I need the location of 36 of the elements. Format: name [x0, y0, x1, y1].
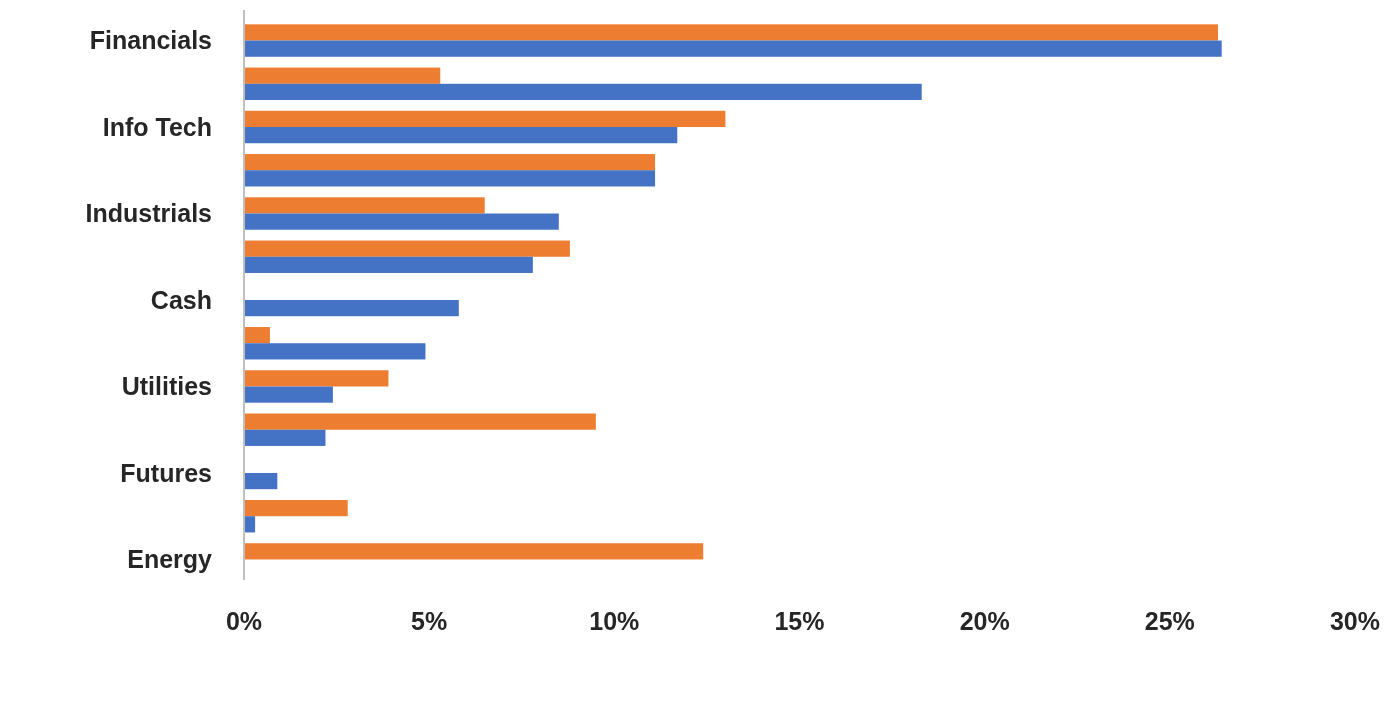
- y-tick-label: Utilities: [121, 372, 212, 401]
- bar: [244, 300, 459, 317]
- bar: [244, 370, 389, 387]
- bar: [244, 543, 704, 560]
- bar: [244, 256, 533, 273]
- bar: [244, 213, 559, 230]
- bar: [244, 154, 656, 171]
- y-tick-label: Info Tech: [102, 112, 212, 141]
- bar: [244, 429, 326, 446]
- bar: [244, 327, 270, 344]
- bar: [244, 67, 441, 84]
- bar: [244, 500, 348, 517]
- bar: [244, 127, 678, 144]
- bar: [244, 240, 570, 257]
- x-tick-label: 30%: [1329, 607, 1381, 635]
- bar: [244, 343, 426, 360]
- y-tick-label: Cash: [150, 285, 212, 314]
- x-tick-label: 15%: [774, 607, 825, 635]
- bar: [244, 472, 278, 490]
- x-tick-label: 0%: [225, 607, 263, 635]
- x-tick-label: 5%: [411, 607, 448, 635]
- y-tick-label: Financials: [89, 26, 212, 55]
- bar: [244, 170, 656, 187]
- y-tick-label: Futures: [120, 458, 212, 487]
- y-tick-label: Energy: [127, 545, 213, 574]
- x-tick-label: 20%: [959, 607, 1010, 635]
- bar: [244, 40, 1222, 57]
- bar: [244, 386, 333, 403]
- bar: [244, 197, 485, 214]
- bar: [244, 413, 596, 430]
- x-tick-label: 10%: [589, 607, 640, 635]
- bar: [244, 110, 726, 128]
- x-tick-label: 25%: [1144, 607, 1195, 635]
- bar: [244, 83, 922, 100]
- bar: [244, 24, 1218, 41]
- y-tick-label: Industrials: [85, 199, 212, 228]
